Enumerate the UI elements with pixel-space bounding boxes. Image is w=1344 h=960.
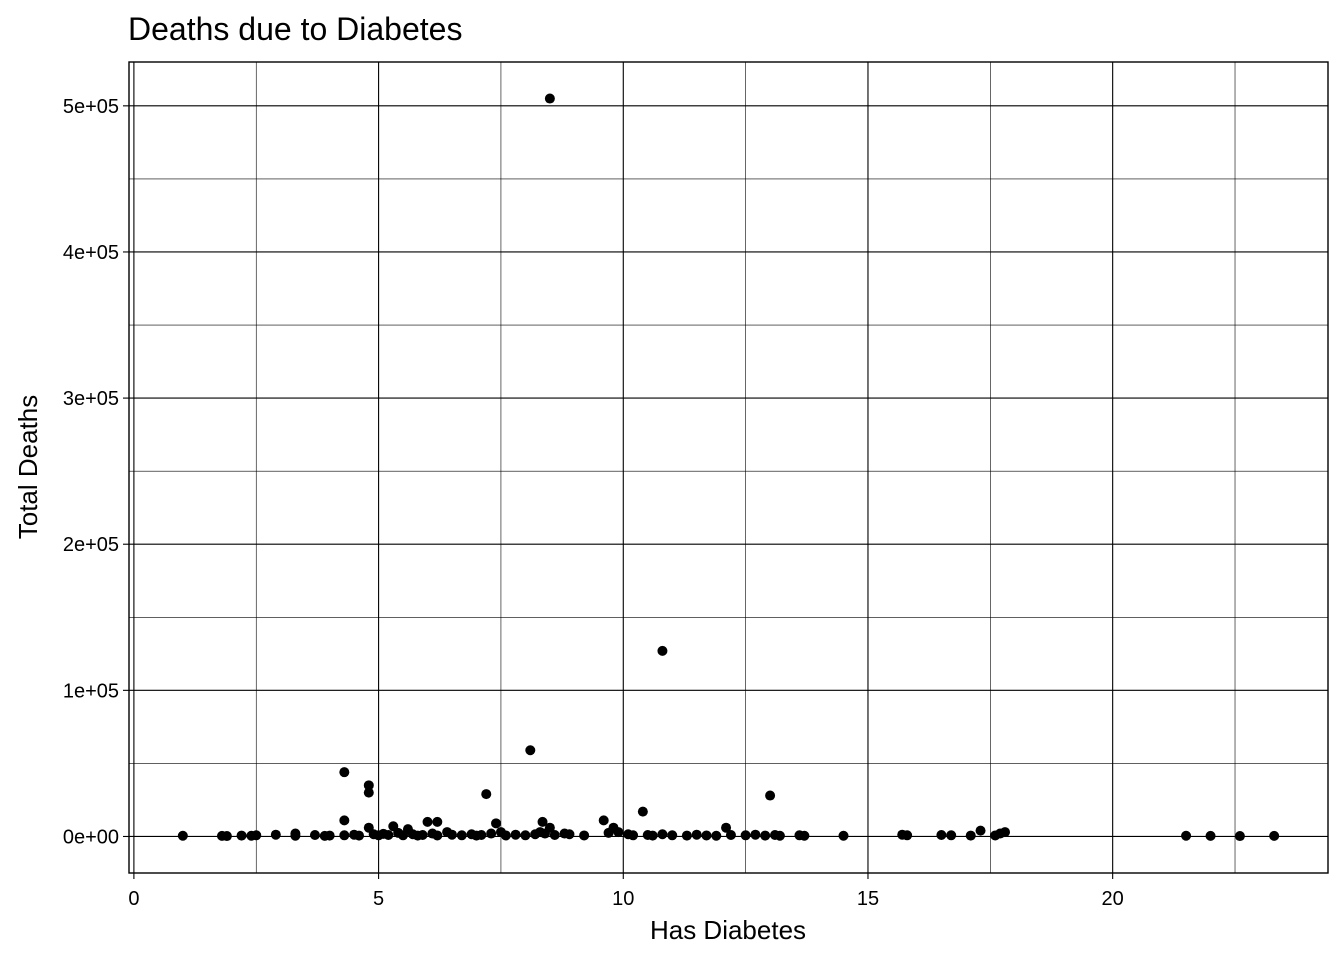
y-axis-title: Total Deaths: [13, 395, 43, 540]
data-point: [486, 828, 497, 839]
x-tick-label: 20: [1102, 888, 1124, 910]
x-tick-label: 0: [128, 888, 139, 910]
data-point: [309, 830, 320, 841]
data-point: [647, 830, 658, 841]
data-point: [902, 830, 913, 841]
data-point: [363, 780, 374, 791]
data-point: [774, 830, 785, 841]
data-point: [1269, 830, 1280, 841]
y-tick-label: 1e+05: [63, 680, 119, 702]
data-point: [1000, 827, 1011, 838]
chart-title: Deaths due to Diabetes: [128, 11, 462, 47]
data-point: [549, 830, 560, 841]
x-axis: 0 5 10 15 20: [128, 873, 1124, 910]
data-point: [270, 829, 281, 840]
x-axis-title: Has Diabetes: [650, 915, 806, 945]
data-point: [657, 645, 668, 656]
data-point: [525, 745, 536, 756]
data-point: [520, 830, 531, 841]
y-tick-label: 4e+05: [63, 242, 119, 264]
y-tick-label: 5e+05: [63, 96, 119, 118]
data-point: [290, 830, 301, 841]
y-tick-label: 0e+00: [63, 826, 119, 848]
data-point: [537, 816, 548, 827]
data-point: [765, 790, 776, 801]
data-point: [760, 830, 771, 841]
data-point: [383, 830, 394, 841]
data-point: [417, 830, 428, 841]
data-point: [177, 830, 188, 841]
data-point: [799, 830, 810, 841]
data-point: [750, 829, 761, 840]
data-point: [481, 789, 492, 800]
data-point: [657, 829, 668, 840]
data-point: [339, 815, 350, 826]
data-point: [339, 767, 350, 778]
x-tick-label: 15: [857, 888, 879, 910]
data-point: [628, 830, 639, 841]
data-point: [1234, 831, 1245, 842]
data-point: [500, 830, 511, 841]
x-tick-label: 5: [373, 888, 384, 910]
data-point: [740, 830, 751, 841]
data-point: [456, 830, 467, 841]
data-point: [221, 831, 232, 842]
data-point: [1181, 830, 1192, 841]
data-point: [354, 830, 365, 841]
data-point: [432, 816, 443, 827]
data-point: [510, 829, 521, 840]
y-tick-label: 3e+05: [63, 388, 119, 410]
data-point: [236, 830, 247, 841]
data-point: [564, 829, 575, 840]
data-point: [598, 815, 609, 826]
data-point: [613, 827, 624, 838]
data-point: [251, 830, 262, 841]
y-tick-label: 2e+05: [63, 534, 119, 556]
data-point: [1205, 830, 1216, 841]
data-point: [975, 825, 986, 836]
data-point: [936, 830, 947, 841]
data-point: [339, 830, 350, 841]
data-point: [838, 830, 849, 841]
data-point: [711, 830, 722, 841]
data-point: [965, 830, 976, 841]
plot-panel: [128, 61, 1329, 874]
data-point: [476, 830, 487, 841]
data-point: [324, 830, 335, 841]
data-point: [432, 830, 443, 841]
data-point: [579, 830, 590, 841]
data-point: [667, 830, 678, 841]
major-gridlines: [129, 62, 1328, 873]
data-point: [681, 830, 692, 841]
data-point: [491, 818, 502, 829]
data-point: [544, 93, 555, 104]
y-axis: 0e+00 1e+05 2e+05 3e+05 4e+05 5e+05: [63, 96, 129, 848]
data-point: [725, 830, 736, 841]
minor-gridlines: [129, 62, 1328, 873]
x-tick-label: 10: [612, 888, 634, 910]
data-point: [701, 830, 712, 841]
data-point: [721, 822, 732, 833]
data-point: [637, 806, 648, 817]
data-point: [422, 816, 433, 827]
data-point: [946, 830, 957, 841]
data-point: [363, 787, 374, 798]
data-point: [446, 829, 457, 840]
data-point: [691, 829, 702, 840]
data-point: [544, 822, 555, 833]
data-points: [177, 93, 1280, 842]
